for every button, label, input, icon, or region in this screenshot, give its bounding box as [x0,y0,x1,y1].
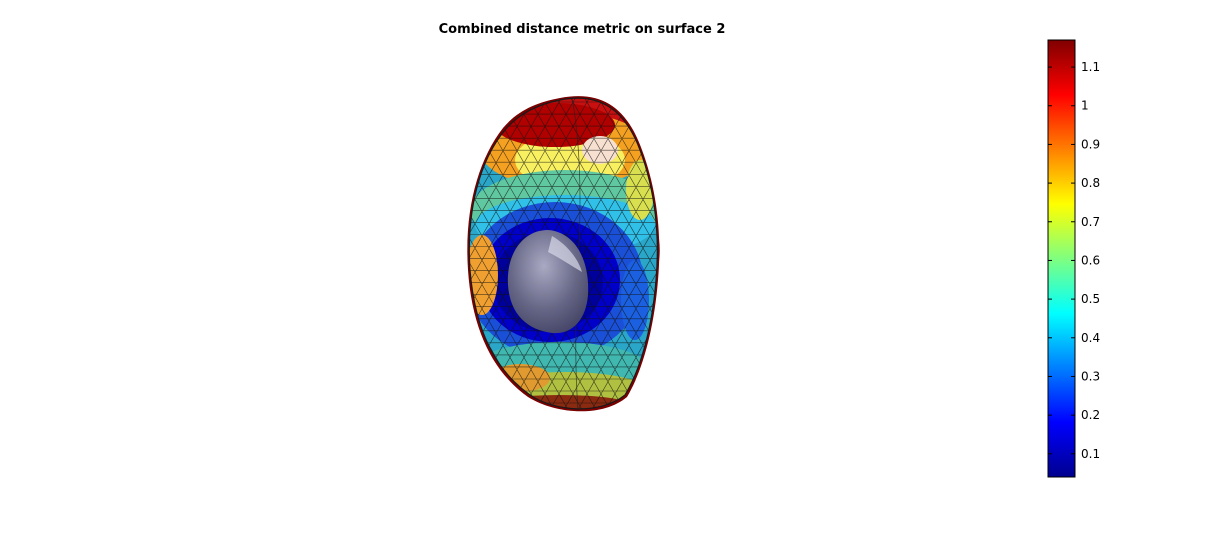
colorbar-tick-label: 0.6 [1081,253,1100,267]
colorbar-tick-label: 1.1 [1081,60,1100,74]
colorbar-tick-label: 1 [1081,99,1089,113]
colorbar-tick-label: 0.8 [1081,176,1100,190]
chart-title: Combined distance metric on surface 2 [439,22,726,37]
colorbar-tick-label: 0.7 [1081,215,1100,229]
surface-mesh [467,96,660,412]
colorbar-gradient [1047,39,1076,478]
colorbar-tick-label: 0.1 [1081,447,1100,461]
colorbar: 0.1 0.2 0.3 0.4 0.5 0.6 0.7 0.8 0.9 1 1.1 [1047,39,1100,478]
colorbar-tick-label: 0.4 [1081,331,1100,345]
colorbar-tick-label: 0.2 [1081,408,1100,422]
colorbar-tick-label: 0.9 [1081,137,1100,151]
colorbar-tick-label: 0.3 [1081,369,1100,383]
colorbar-tick-label: 0.5 [1081,292,1100,306]
